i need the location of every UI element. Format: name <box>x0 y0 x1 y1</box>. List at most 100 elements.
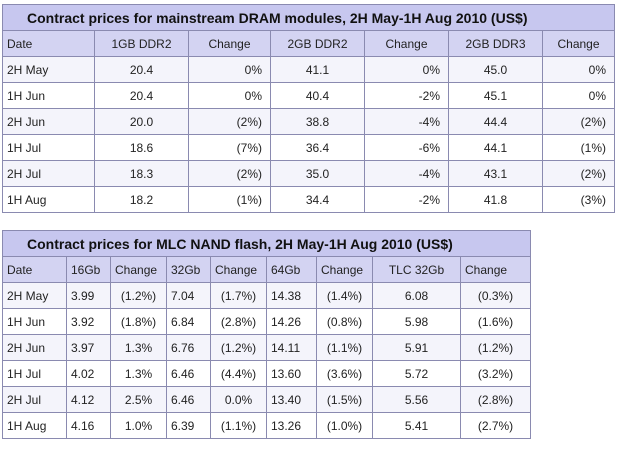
header-row: Date 1GB DDR2 Change 2GB DDR2 Change 2GB DDR3… <box>2 30 616 57</box>
table-cell: (0.3%) <box>459 282 532 309</box>
column-header: 64Gb <box>266 256 317 283</box>
table-cell: 34.4 <box>270 186 365 213</box>
table-cell: 1H Jun <box>2 82 95 109</box>
table-cell: 13.26 <box>266 412 317 439</box>
table-cell: 7.04 <box>166 282 211 309</box>
table-cell: (1.4%) <box>316 282 373 309</box>
table-cell: 38.8 <box>270 108 365 135</box>
table-cell: (2.7%) <box>459 412 532 439</box>
table-cell: 1.3% <box>110 360 167 387</box>
table-cell: (1.5%) <box>316 386 373 413</box>
table-cell: 5.91 <box>372 334 461 361</box>
table-cell: 3.97 <box>66 334 111 361</box>
table-cell: 2H May <box>2 282 67 309</box>
table-cell: -2% <box>364 186 449 213</box>
column-header: Change <box>110 256 167 283</box>
table-cell: 20.4 <box>94 56 189 83</box>
table-cell: 2H May <box>2 56 95 83</box>
table-cell: 1H Jul <box>2 360 67 387</box>
table-cell: (1.7%) <box>210 282 267 309</box>
table-cell: (2%) <box>541 160 616 187</box>
table-cell: -2% <box>364 82 449 109</box>
table-cell: (4.4%) <box>210 360 267 387</box>
table-cell: 2H Jun <box>2 108 95 135</box>
table-cell: 4.02 <box>66 360 111 387</box>
column-header: 32Gb <box>166 256 211 283</box>
table-cell: 41.8 <box>448 186 543 213</box>
column-header: Change <box>541 30 616 57</box>
table-cell: 1.3% <box>110 334 167 361</box>
table-cell: 1.0% <box>110 412 167 439</box>
table-row: 2H Jul 4.12 2.5% 6.46 0.0% 13.40 (1.5%) 5.56 (2.… <box>2 386 532 413</box>
table-cell: (1.1%) <box>316 334 373 361</box>
column-header: Change <box>316 256 373 283</box>
table-cell: (1.2%) <box>459 334 532 361</box>
table-cell: (1.6%) <box>459 308 532 335</box>
table-cell: 0% <box>188 56 271 83</box>
table-title: Contract prices for MLC NAND flash, 2H M… <box>1 230 532 257</box>
table-cell: 6.76 <box>166 334 211 361</box>
table-cell: 1H Aug <box>2 186 95 213</box>
table-cell: 5.98 <box>372 308 461 335</box>
table-cell: (3.2%) <box>459 360 532 387</box>
table-cell: (2.8%) <box>459 386 532 413</box>
table-row: 2H May 20.4 0% 41.1 0% 45.0 0% <box>2 56 616 83</box>
table-row: 1H Jul 4.02 1.3% 6.46 (4.4%) 13.60 (3.6%) 5.72(… <box>2 360 532 387</box>
table-cell: (1%) <box>541 134 616 161</box>
table-cell: 5.41 <box>372 412 461 439</box>
table-cell: (3%) <box>541 186 616 213</box>
table-cell: (2%) <box>188 160 271 187</box>
table-row: 1H Aug 18.2 (1%) 34.4 -2% 41.8 (3%) <box>2 186 616 213</box>
table-cell: (1.0%) <box>316 412 373 439</box>
column-header: 2GB DDR2 <box>270 30 365 57</box>
table-cell: (2%) <box>541 108 616 135</box>
table-row: 1H Jun 20.4 0% 40.4 -2% 45.1 0% <box>2 82 616 109</box>
table-row: 2H Jun 20.0 (2%) 38.8 -4% 44.4 (2%) <box>2 108 616 135</box>
table-cell: 2H Jun <box>2 334 67 361</box>
header-row: Date 16Gb Change 32Gb Change 64Gb Change TLC 32… <box>2 256 532 283</box>
table-cell: (3.6%) <box>316 360 373 387</box>
table-row: 2H Jun 3.97 1.3% 6.76 (1.2%) 14.11 (1.1%) 5.91(… <box>2 334 532 361</box>
table-row: 1H Aug 4.16 1.0% 6.39 (1.1%) 13.26 (1.0%) 5.41(… <box>2 412 532 439</box>
table-cell: 0% <box>364 56 449 83</box>
table-cell: 3.99 <box>66 282 111 309</box>
table-cell: 6.08 <box>372 282 461 309</box>
column-header: TLC 32Gb <box>372 256 461 283</box>
table-cell: (2%) <box>188 108 271 135</box>
table-cell: 45.0 <box>448 56 543 83</box>
table-cell: 0% <box>541 56 616 83</box>
table-cell: 44.1 <box>448 134 543 161</box>
dram-price-table: Contract prices for mainstream DRAM modu… <box>1 4 616 213</box>
table-cell: 6.46 <box>166 386 211 413</box>
column-header: 16Gb <box>66 256 111 283</box>
table-cell: 41.1 <box>270 56 365 83</box>
table-cell: 14.11 <box>266 334 317 361</box>
table-cell: 6.84 <box>166 308 211 335</box>
table-cell: 1H Jun <box>2 308 67 335</box>
table-cell: 35.0 <box>270 160 365 187</box>
table-row: 2H May 3.99 (1.2%) 7.04 (1.7%) 14.38 (1.4%) 6.0… <box>2 282 532 309</box>
table-cell: -4% <box>364 108 449 135</box>
column-header: 2GB DDR3 <box>448 30 543 57</box>
table-cell: (0.8%) <box>316 308 373 335</box>
table-cell: 3.92 <box>66 308 111 335</box>
table-cell: 18.2 <box>94 186 189 213</box>
table-cell: 40.4 <box>270 82 365 109</box>
nand-price-table: Contract prices for MLC NAND flash, 2H M… <box>1 230 532 439</box>
table-cell: 0.0% <box>210 386 267 413</box>
table-cell: 1H Jul <box>2 134 95 161</box>
table-cell: -6% <box>364 134 449 161</box>
table-cell: (1.8%) <box>110 308 167 335</box>
table-cell: 13.60 <box>266 360 317 387</box>
table-cell: 14.38 <box>266 282 317 309</box>
table-cell: 5.72 <box>372 360 461 387</box>
table-cell: 14.26 <box>266 308 317 335</box>
table-cell: 43.1 <box>448 160 543 187</box>
table-row: 2H Jul 18.3 (2%) 35.0 -4% 43.1 (2%) <box>2 160 616 187</box>
table-cell: 4.12 <box>66 386 111 413</box>
table-cell: 20.0 <box>94 108 189 135</box>
table-cell: 2.5% <box>110 386 167 413</box>
table-cell: 4.16 <box>66 412 111 439</box>
table-cell: 18.3 <box>94 160 189 187</box>
column-header: Date <box>2 256 67 283</box>
